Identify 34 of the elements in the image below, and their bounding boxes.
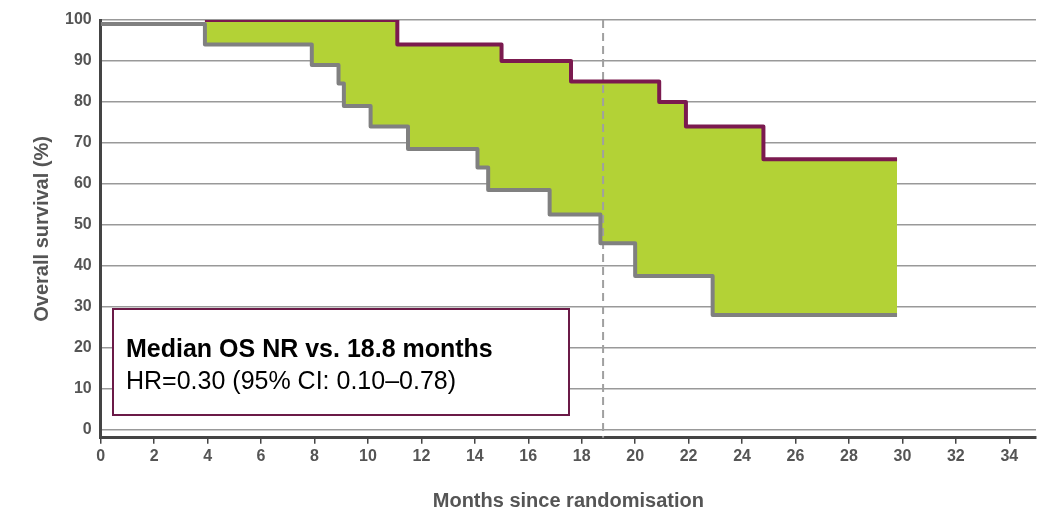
annotation: HR=0.30 (95% CI: 0.10–0.78) [126, 365, 458, 396]
x-tick-label: 26 [786, 446, 805, 464]
x-tick-label: 12 [412, 446, 431, 464]
y-tick-label: 60 [73, 174, 92, 192]
x-tick-label: 10 [359, 446, 377, 464]
x-tick-label: 2 [149, 446, 159, 464]
x-tick-label: 30 [893, 446, 912, 464]
x-tick-label: 28 [840, 446, 858, 464]
x-tick-label: 8 [310, 446, 320, 464]
x-tick-label: 0 [96, 446, 106, 464]
x-tick-label: 6 [256, 446, 266, 464]
y-tick-label: 0 [82, 420, 92, 438]
x-tick-label: 34 [1000, 446, 1019, 464]
x-axis-title: Months since randomisation [432, 488, 704, 511]
x-tick-label: 32 [946, 446, 965, 464]
text-box: Median OS NR vs. 18.8 months HR=0.30 (95% CI: 0.10–0.78) [112, 308, 570, 416]
x-tick-label: 18 [572, 446, 591, 464]
y-tick-label: 50 [73, 215, 92, 233]
x-tick-label: 20 [626, 446, 645, 464]
y-tick-label: 30 [73, 297, 92, 315]
x-tick-label: 22 [679, 446, 698, 464]
x-tick-label: 16 [519, 446, 538, 464]
x-tick-label: 14 [465, 446, 484, 464]
y-tick-label: 90 [73, 51, 92, 69]
annotation: Median OS NR vs. 18.8 months [126, 333, 494, 364]
y-tick-label: 100 [64, 10, 92, 28]
y-tick-label: 10 [73, 379, 92, 397]
y-tick-label: 70 [73, 133, 92, 151]
x-tick-label: 4 [203, 446, 213, 464]
y-axis-title: Overall survival (%) [29, 136, 52, 322]
x-tick-label: 24 [733, 446, 752, 464]
y-tick-label: 40 [73, 256, 92, 274]
y-tick-label: 20 [73, 338, 92, 356]
y-tick-label: 80 [73, 92, 92, 110]
